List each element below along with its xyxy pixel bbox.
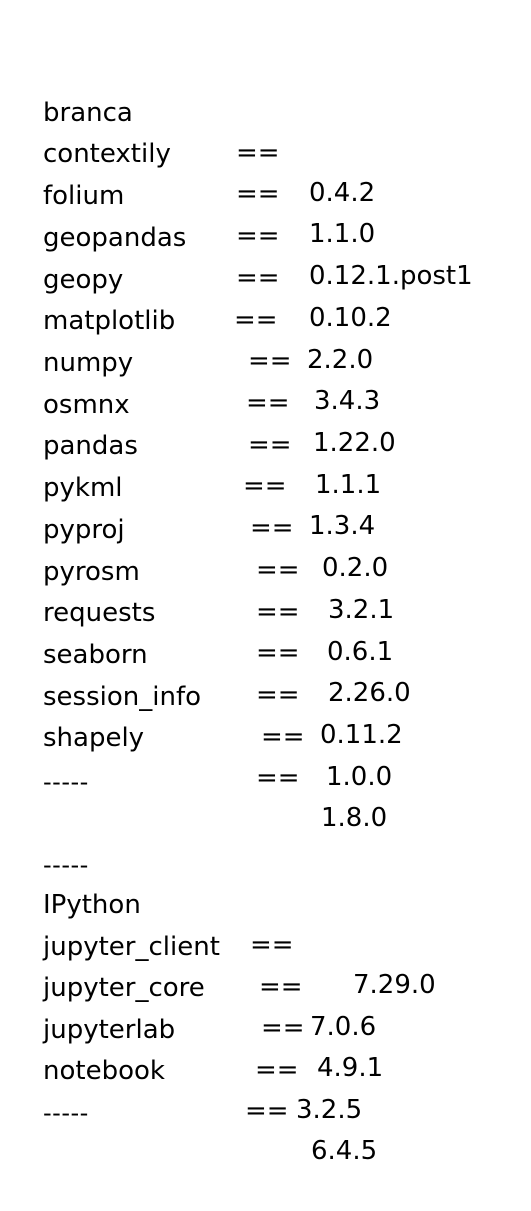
package-version: 0.6.1 (327, 637, 394, 667)
package-name: session_info (43, 682, 202, 712)
package-version: 6.4.5 (311, 1136, 378, 1166)
package-version: 0.12.1.post1 (309, 261, 473, 291)
package-line: notebook == 6.4.5 (0, 1011, 531, 1166)
equals-operator: == (255, 1055, 299, 1085)
equals-operator: == (234, 305, 278, 335)
package-name: pyrosm (43, 557, 140, 587)
equals-operator: == (236, 179, 280, 209)
package-name: jupyterlab (43, 1015, 176, 1045)
equals-operator: == (236, 221, 280, 251)
package-version: 7.29.0 (353, 970, 436, 1000)
equals-operator: == (236, 138, 280, 168)
package-version: 1.0.0 (326, 762, 393, 792)
package-version: 1.8.0 (321, 803, 388, 833)
equals-operator: == (250, 930, 294, 960)
package-line: jupyter_core == 4.9.1 (0, 928, 531, 1083)
package-version: 0.2.0 (322, 553, 389, 583)
equals-operator: == (256, 680, 300, 710)
package-name: pandas (43, 431, 138, 461)
package-name: geopandas (43, 223, 187, 253)
package-name: seaborn (43, 640, 148, 670)
package-version: 4.9.1 (317, 1053, 384, 1083)
package-version: 2.2.0 (307, 345, 374, 375)
package-name: shapely (43, 723, 145, 753)
package-line: IPython == 7.29.0 (0, 845, 531, 1000)
package-version: 7.0.6 (310, 1012, 377, 1042)
package-line: pyrosm == 0.6.1 (0, 512, 531, 667)
package-name: jupyter_client (43, 932, 220, 962)
package-name: matplotlib (43, 306, 176, 336)
package-line: contextily == 1.1.0 (0, 94, 531, 249)
equals-operator: == (245, 1096, 289, 1126)
dash-separator: ----- (43, 851, 89, 879)
dash-separator: ----- (43, 1099, 89, 1127)
package-version: 1.3.4 (309, 511, 376, 541)
package-line: matplotlib == 3.4.3 (0, 261, 531, 416)
package-line: session_info == 1.0.0 (0, 637, 531, 792)
equals-operator: == (246, 388, 290, 418)
equals-operator: == (243, 471, 287, 501)
package-version: 3.4.3 (314, 386, 381, 416)
equals-operator: == (256, 597, 300, 627)
separator-line: ----- (0, 1053, 531, 1127)
package-version: 1.1.1 (315, 470, 382, 500)
package-line: jupyterlab == 3.2.5 (0, 970, 531, 1125)
equals-operator: == (259, 972, 303, 1002)
package-line: folium == 0.12.1.post1 (0, 136, 531, 291)
package-line: seaborn == 0.11.2 (0, 595, 531, 750)
package-line: branca == 0.4.2 (0, 53, 531, 208)
package-name: pyproj (43, 515, 125, 545)
package-name: branca (43, 98, 133, 128)
package-name: geopy (43, 265, 124, 295)
equals-operator: == (236, 263, 280, 293)
package-name: folium (43, 181, 125, 211)
equals-operator: == (256, 763, 300, 793)
package-line: pyproj == 3.2.1 (0, 470, 531, 625)
separator-line: ----- (0, 722, 531, 796)
package-line: geopandas == 0.10.2 (0, 178, 531, 333)
package-version: 1.1.0 (309, 219, 376, 249)
package-version: 0.4.2 (309, 178, 376, 208)
separator-line: ----- (0, 805, 531, 879)
package-name: contextily (43, 139, 171, 169)
package-line: jupyter_client == 7.0.6 (0, 887, 531, 1042)
equals-operator: == (250, 513, 294, 543)
equals-operator: == (261, 722, 305, 752)
equals-operator: == (256, 555, 300, 585)
package-version-list: branca == 0.4.2 contextily == 1.1.0 foli… (0, 53, 531, 1166)
package-line: pykml == 0.2.0 (0, 428, 531, 583)
package-name: IPython (43, 890, 141, 920)
package-version: 1.22.0 (313, 428, 396, 458)
package-version: 0.10.2 (309, 303, 392, 333)
package-line: geopy == 2.2.0 (0, 220, 531, 375)
dash-separator: ----- (43, 768, 89, 796)
package-name: numpy (43, 348, 134, 378)
equals-operator: == (261, 1013, 305, 1043)
package-name: jupyter_core (43, 973, 205, 1003)
package-line: requests == 2.26.0 (0, 553, 531, 708)
package-version: 3.2.5 (296, 1095, 363, 1125)
package-name: notebook (43, 1056, 165, 1086)
package-name: pykml (43, 473, 123, 503)
package-line: shapely == 1.8.0 (0, 678, 531, 833)
equals-operator: == (256, 638, 300, 668)
package-line: osmnx == 1.1.1 (0, 345, 531, 500)
equals-operator: == (248, 430, 292, 460)
equals-operator: == (248, 346, 292, 376)
package-name: requests (43, 598, 156, 628)
package-line: pandas == 1.3.4 (0, 386, 531, 541)
package-line: numpy == 1.22.0 (0, 303, 531, 458)
package-version: 0.11.2 (320, 720, 403, 750)
package-name: osmnx (43, 390, 130, 420)
package-version: 2.26.0 (328, 678, 411, 708)
package-version: 3.2.1 (328, 595, 395, 625)
